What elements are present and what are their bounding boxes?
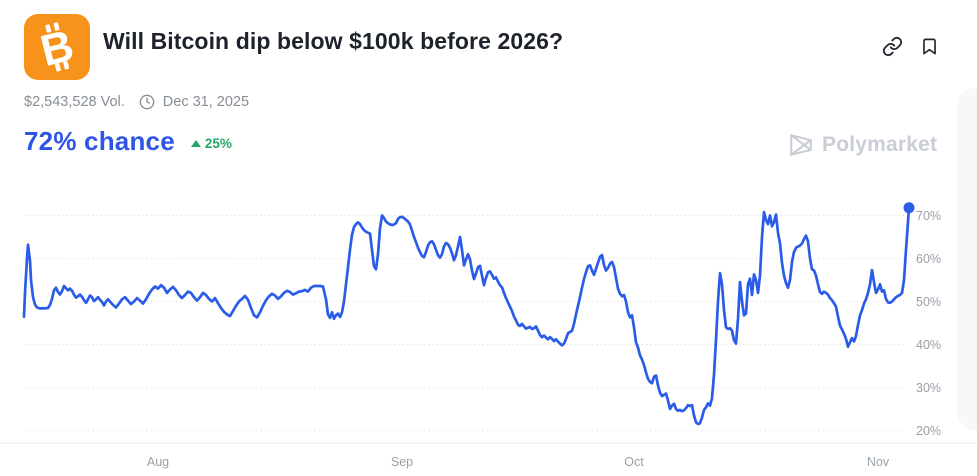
probability-chart[interactable]: 70% 60% 50% 40% 30% 20% Aug Sep Oct Nov	[0, 186, 977, 476]
svg-text:B: B	[36, 21, 79, 76]
copy-link-button[interactable]	[881, 36, 903, 58]
y-tick-label: 50%	[916, 295, 941, 309]
last-point-dot	[903, 202, 915, 214]
end-date-label: Dec 31, 2025	[162, 94, 250, 110]
link-icon	[882, 36, 902, 57]
market-meta-row: $2,543,528 Vol. Dec 31, 2025	[24, 94, 249, 110]
polymarket-watermark-link[interactable]: Polymarket	[788, 133, 937, 157]
chance-delta-value: 25%	[204, 136, 232, 151]
clock-icon	[139, 94, 155, 110]
y-tick-label: 30%	[916, 381, 941, 395]
chance-value: 72% chance	[24, 126, 175, 156]
adjacent-card-edge	[957, 88, 977, 430]
chance-delta-badge: 25%	[190, 136, 232, 151]
bookmark-button[interactable]	[918, 36, 940, 58]
y-tick-label: 60%	[916, 252, 941, 266]
x-tick-label: Aug	[147, 455, 169, 469]
bitcoin-icon: B	[24, 14, 90, 80]
x-tick-label: Oct	[624, 455, 644, 469]
x-tick-label: Sep	[391, 455, 413, 469]
bitcoin-glyph: B	[36, 21, 79, 76]
y-tick-label: 40%	[916, 338, 941, 352]
x-tick-label: Nov	[867, 455, 890, 469]
polymarket-logo-icon	[790, 134, 812, 156]
chance-row: 72% chance 25%	[24, 126, 232, 157]
y-tick-label: 20%	[916, 424, 941, 438]
market-title: Will Bitcoin dip below $100k before 2026…	[103, 28, 564, 54]
probability-line[interactable]	[22, 206, 911, 426]
y-tick-label: 70%	[916, 209, 941, 223]
polymarket-watermark-text: Polymarket	[822, 133, 938, 156]
volume-label: $2,543,528 Vol.	[24, 94, 125, 110]
delta-up-icon	[190, 140, 201, 147]
bookmark-icon	[922, 38, 936, 55]
